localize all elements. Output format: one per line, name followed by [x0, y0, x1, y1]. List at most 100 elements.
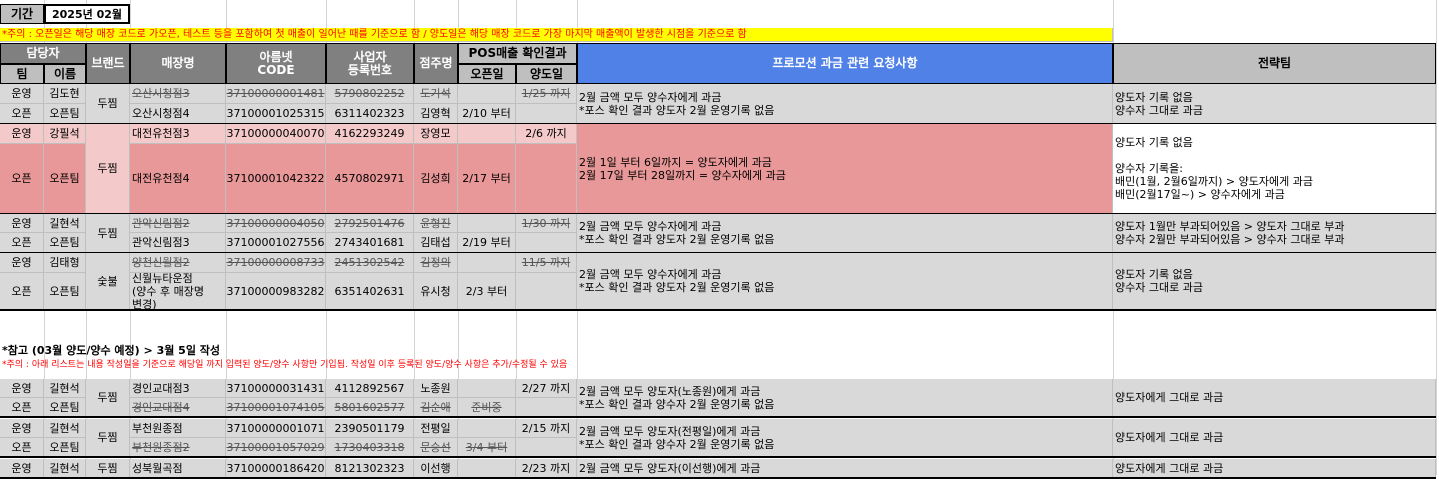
cell-owner[interactable]: 유시청 — [414, 273, 458, 310]
cell-biz[interactable]: 6311402323 — [326, 104, 414, 124]
cell-store[interactable]: 경인교대점4 — [130, 398, 226, 417]
cell-name[interactable]: 오픈팀 — [44, 398, 86, 417]
cell-biz[interactable]: 8121302323 — [326, 459, 414, 478]
cell-request[interactable]: 2월 1일 부터 6일까지 = 양도자에게 과금 2월 17일 부터 28일까지 … — [577, 124, 1113, 214]
cell-store[interactable]: 오산시청점4 — [130, 104, 226, 124]
cell-code[interactable]: 37100000186420 — [226, 459, 326, 478]
header-request[interactable]: 프로모션 과금 관련 요청사항 — [577, 43, 1113, 84]
cell-owner[interactable]: 김성희 — [414, 144, 458, 214]
cell-transfer-date[interactable]: 2/15 까지 — [516, 419, 577, 438]
cell-brand[interactable]: 두찜 — [86, 419, 130, 457]
cell-transfer-date[interactable]: 11/5 까지 — [516, 253, 577, 273]
cell-biz[interactable]: 2792501476 — [326, 214, 414, 233]
cell-open-date[interactable]: 준비중 — [458, 398, 516, 417]
cell-biz[interactable]: 2451302542 — [326, 253, 414, 273]
cell-team[interactable]: 오픈 — [0, 104, 44, 124]
cell-owner[interactable]: 노종원 — [414, 379, 458, 398]
cell-code[interactable]: 37100000004050 — [226, 214, 326, 233]
cell-open-date[interactable] — [458, 124, 516, 144]
cell-transfer-date[interactable]: 1/30 까지 — [516, 214, 577, 233]
cell-code[interactable]: 37100001057029 — [226, 438, 326, 457]
cell-store[interactable]: 대전유천점3 — [130, 124, 226, 144]
cell-open-date[interactable]: 3/4 부터 — [458, 438, 516, 457]
cell-strategy[interactable]: 양도자에게 그대로 과금 — [1113, 459, 1436, 478]
cell-code[interactable]: 37100001042322 — [226, 144, 326, 214]
cell-team[interactable]: 운영 — [0, 84, 44, 104]
period-label[interactable]: 기간 — [0, 4, 44, 24]
cell-owner[interactable]: 김태섭 — [414, 233, 458, 253]
cell-open-date[interactable] — [458, 253, 516, 273]
cell-store[interactable]: 관악신림점3 — [130, 233, 226, 253]
header-name[interactable]: 이름 — [44, 64, 86, 84]
header-owner[interactable]: 점주명 — [414, 43, 458, 84]
cell-biz[interactable]: 5801602577 — [326, 398, 414, 417]
cell-request[interactable]: 2월 금액 모두 양수자에게 과금 *포스 확인 결과 양도자 2월 운영기록 없… — [577, 214, 1113, 253]
cell-transfer-date[interactable]: 1/25 까지 — [516, 84, 577, 104]
header-transfer[interactable]: 양도일 — [516, 64, 577, 84]
cell-name[interactable]: 길현석 — [44, 214, 86, 233]
cell-name[interactable]: 김도현 — [44, 84, 86, 104]
cell-name[interactable]: 오픈팀 — [44, 273, 86, 310]
cell-name[interactable]: 오픈팀 — [44, 438, 86, 457]
cell-brand[interactable]: 숯불 — [86, 253, 130, 310]
header-store[interactable]: 매장명 — [130, 43, 226, 84]
cell-store[interactable]: 부천원종점2 — [130, 438, 226, 457]
cell-owner[interactable]: 전평일 — [414, 419, 458, 438]
cell-owner[interactable]: 장영모 — [414, 124, 458, 144]
cell-strategy[interactable]: 양도자에게 그대로 과금 — [1113, 419, 1436, 457]
cell-open-date[interactable]: 2/17 부터 — [458, 144, 516, 214]
cell-open-date[interactable] — [458, 379, 516, 398]
cell-transfer-date[interactable]: 2/6 까지 — [516, 124, 577, 144]
header-strategy[interactable]: 전략팀 — [1113, 43, 1436, 84]
header-open[interactable]: 오픈일 — [458, 64, 516, 84]
cell-code[interactable]: 37100001025315 — [226, 104, 326, 124]
cell-name[interactable]: 강필석 — [44, 124, 86, 144]
cell-transfer-date[interactable]: 2/27 까지 — [516, 379, 577, 398]
cell-open-date[interactable] — [458, 214, 516, 233]
header-team[interactable]: 팀 — [0, 64, 44, 84]
header-pos[interactable]: POS매출 확인결과 — [458, 43, 577, 64]
cell-store[interactable]: 관악신림점2 — [130, 214, 226, 233]
cell-brand[interactable]: 두찜 — [86, 124, 130, 214]
cell-strategy[interactable]: 양도자 기록 없음 양수자 기록을: 배민(1월, 2월6일까지) > 양도자에게… — [1113, 124, 1436, 214]
header-biz[interactable]: 사업자 등록번호 — [326, 43, 414, 84]
cell-request[interactable]: 2월 금액 모두 양수자에게 과금 *포스 확인 결과 양도자 2월 운영기록 없… — [577, 253, 1113, 310]
cell-request[interactable]: 2월 금액 모두 양수자에게 과금 *포스 확인 결과 양도자 2월 운영기록 없… — [577, 84, 1113, 124]
cell-team[interactable]: 오픈 — [0, 398, 44, 417]
cell-name[interactable]: 오픈팀 — [44, 144, 86, 214]
cell-request[interactable]: 2월 금액 모두 양도자(전평일)에게 과금 *포스 확인 결과 양수자 2월 운… — [577, 419, 1113, 457]
cell-team[interactable]: 오픈 — [0, 144, 44, 214]
cell-open-date[interactable]: 2/3 부터 — [458, 273, 516, 310]
cell-biz[interactable]: 2390501179 — [326, 419, 414, 438]
cell-transfer-date[interactable] — [516, 398, 577, 417]
cell-open-date[interactable] — [458, 419, 516, 438]
period-value[interactable]: 2025년 02월 — [44, 4, 130, 24]
cell-brand[interactable]: 두찜 — [86, 459, 130, 478]
cell-name[interactable]: 길현석 — [44, 379, 86, 398]
cell-team[interactable]: 오픈 — [0, 438, 44, 457]
cell-open-date[interactable] — [458, 459, 516, 478]
cell-strategy[interactable]: 양도자 기록 없음 양수자 그대로 과금 — [1113, 253, 1436, 310]
cell-owner[interactable]: 문승선 — [414, 438, 458, 457]
cell-biz[interactable]: 2743401681 — [326, 233, 414, 253]
cell-store[interactable]: 경인교대점3 — [130, 379, 226, 398]
cell-owner[interactable]: 김정의 — [414, 253, 458, 273]
cell-biz[interactable]: 4112892567 — [326, 379, 414, 398]
cell-open-date[interactable] — [458, 84, 516, 104]
cell-transfer-date[interactable] — [516, 104, 577, 124]
cell-store[interactable]: 오산시청점3 — [130, 84, 226, 104]
header-brand[interactable]: 브랜드 — [86, 43, 130, 84]
header-manager[interactable]: 담당자 — [0, 43, 86, 64]
cell-team[interactable]: 운영 — [0, 253, 44, 273]
cell-code[interactable]: 37100000008733 — [226, 253, 326, 273]
cell-biz[interactable]: 1730403318 — [326, 438, 414, 457]
cell-code[interactable]: 37100001027556 — [226, 233, 326, 253]
cell-request[interactable]: 2월 금액 모두 양도자(이선행)에게 과금 — [577, 459, 1113, 478]
cell-strategy[interactable]: 양도자 1월만 부과되어있음 > 양도자 그대로 부과 양수자 2월만 부과되어있… — [1113, 214, 1436, 253]
cell-code[interactable]: 37100000031431 — [226, 379, 326, 398]
cell-team[interactable]: 운영 — [0, 214, 44, 233]
cell-transfer-date[interactable] — [516, 438, 577, 457]
cell-brand[interactable]: 두찜 — [86, 84, 130, 124]
cell-store[interactable]: 대전유천점4 — [130, 144, 226, 214]
